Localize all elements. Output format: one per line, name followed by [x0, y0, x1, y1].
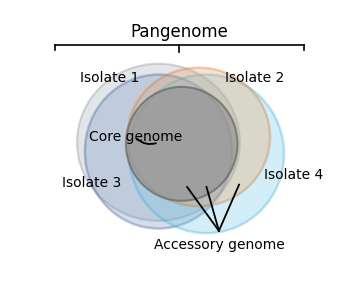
Ellipse shape	[127, 68, 270, 206]
Ellipse shape	[126, 87, 238, 201]
Text: Accessory genome: Accessory genome	[154, 238, 284, 252]
Ellipse shape	[77, 64, 240, 221]
Text: Core genome: Core genome	[89, 130, 182, 144]
Text: Isolate 1: Isolate 1	[80, 71, 139, 85]
Ellipse shape	[129, 75, 284, 233]
Text: Isolate 4: Isolate 4	[264, 168, 323, 182]
Ellipse shape	[85, 75, 232, 228]
Text: Isolate 3: Isolate 3	[62, 176, 121, 190]
Text: Pangenome: Pangenome	[131, 23, 228, 41]
Text: Isolate 2: Isolate 2	[225, 71, 284, 85]
